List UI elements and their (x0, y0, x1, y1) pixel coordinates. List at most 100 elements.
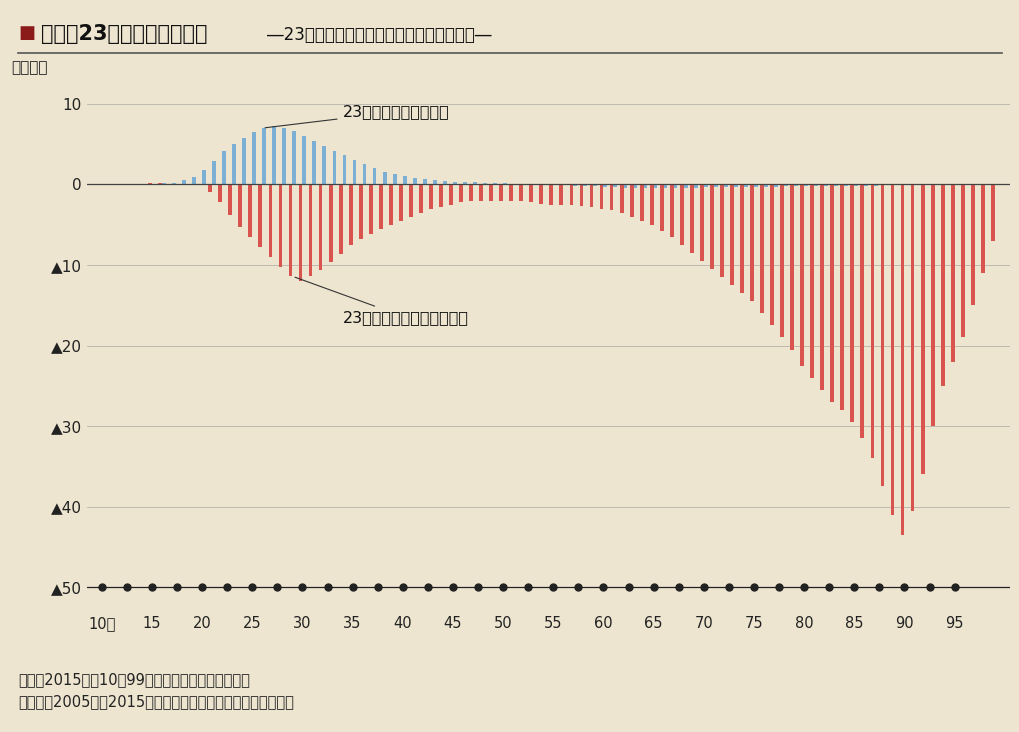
Bar (299, 184, 302, 281)
Bar (318, 184, 322, 270)
Bar (359, 184, 363, 239)
Bar (258, 184, 262, 247)
Bar (469, 184, 473, 201)
Bar (228, 184, 232, 215)
Bar (392, 174, 396, 184)
Bar (583, 184, 587, 186)
Bar (438, 184, 442, 207)
Bar (633, 184, 637, 188)
Bar (813, 184, 817, 186)
Bar (713, 184, 717, 187)
Bar (749, 184, 753, 302)
Bar (448, 184, 452, 205)
Bar (819, 184, 823, 390)
Bar (860, 184, 863, 438)
Bar (372, 168, 376, 184)
Bar (703, 184, 707, 187)
Bar (980, 184, 983, 273)
Bar (519, 184, 523, 201)
Bar (759, 184, 763, 313)
Bar (413, 178, 416, 184)
Bar (723, 184, 727, 187)
Text: 23区以外のコーホート増減: 23区以外のコーホート増減 (294, 277, 468, 325)
Bar (910, 184, 914, 511)
Bar (663, 184, 666, 189)
Bar (529, 184, 533, 202)
Bar (623, 184, 627, 187)
Bar (202, 170, 206, 184)
Bar (492, 183, 496, 184)
Bar (763, 184, 767, 187)
Bar (569, 184, 573, 206)
Bar (573, 184, 577, 186)
Bar (332, 151, 336, 184)
Bar (579, 184, 583, 206)
Bar (743, 184, 747, 187)
Bar (894, 184, 898, 185)
Bar (840, 184, 844, 410)
Bar (282, 128, 286, 184)
Bar (740, 184, 743, 294)
Bar (288, 184, 292, 276)
Bar (769, 184, 773, 325)
Bar (753, 184, 757, 187)
Bar (302, 136, 306, 184)
Text: 若者が23区に集まっている: 若者が23区に集まっている (41, 24, 207, 44)
Bar (850, 184, 854, 422)
Bar (162, 183, 166, 184)
Bar (733, 184, 737, 187)
Bar (803, 184, 807, 186)
Bar (562, 184, 567, 185)
Bar (589, 184, 593, 207)
Bar (539, 184, 543, 203)
Bar (709, 184, 713, 269)
Bar (869, 184, 873, 458)
Bar (823, 184, 827, 186)
Bar (363, 165, 366, 184)
Bar (844, 184, 847, 186)
Bar (559, 184, 562, 205)
Bar (452, 182, 457, 184)
Bar (940, 184, 944, 386)
Bar (549, 184, 552, 205)
Bar (312, 141, 316, 184)
Bar (834, 184, 838, 186)
Bar (498, 184, 502, 201)
Bar (479, 184, 483, 201)
Bar (603, 184, 606, 187)
Bar (649, 184, 653, 225)
Bar (483, 183, 486, 184)
Bar (639, 184, 643, 221)
Bar (809, 184, 813, 378)
Bar (829, 184, 834, 402)
Bar (249, 184, 252, 237)
Bar (252, 132, 256, 184)
Bar (218, 184, 222, 202)
Bar (780, 184, 784, 337)
Bar (879, 184, 883, 487)
Text: 23区のコーホート増減: 23区のコーホート増減 (265, 105, 448, 128)
Bar (348, 184, 353, 244)
Bar (599, 184, 603, 209)
Bar (423, 179, 426, 184)
Bar (388, 184, 392, 225)
Bar (232, 144, 235, 184)
Bar (800, 184, 803, 366)
Bar (863, 184, 867, 186)
Bar (960, 184, 964, 337)
Bar (929, 184, 933, 426)
Bar (593, 184, 597, 187)
Bar (328, 184, 332, 262)
Bar (620, 184, 623, 213)
Bar (432, 181, 436, 184)
Bar (794, 184, 797, 186)
Bar (950, 184, 954, 362)
Bar (181, 181, 185, 184)
Bar (612, 184, 616, 187)
Bar (719, 184, 723, 277)
Bar (409, 184, 413, 217)
Bar (730, 184, 733, 285)
Bar (442, 181, 446, 184)
Text: ―23区とそれ以外の日本のコーホート増減―: ―23区とそれ以外の日本のコーホート増減― (267, 26, 491, 44)
Bar (238, 184, 242, 227)
